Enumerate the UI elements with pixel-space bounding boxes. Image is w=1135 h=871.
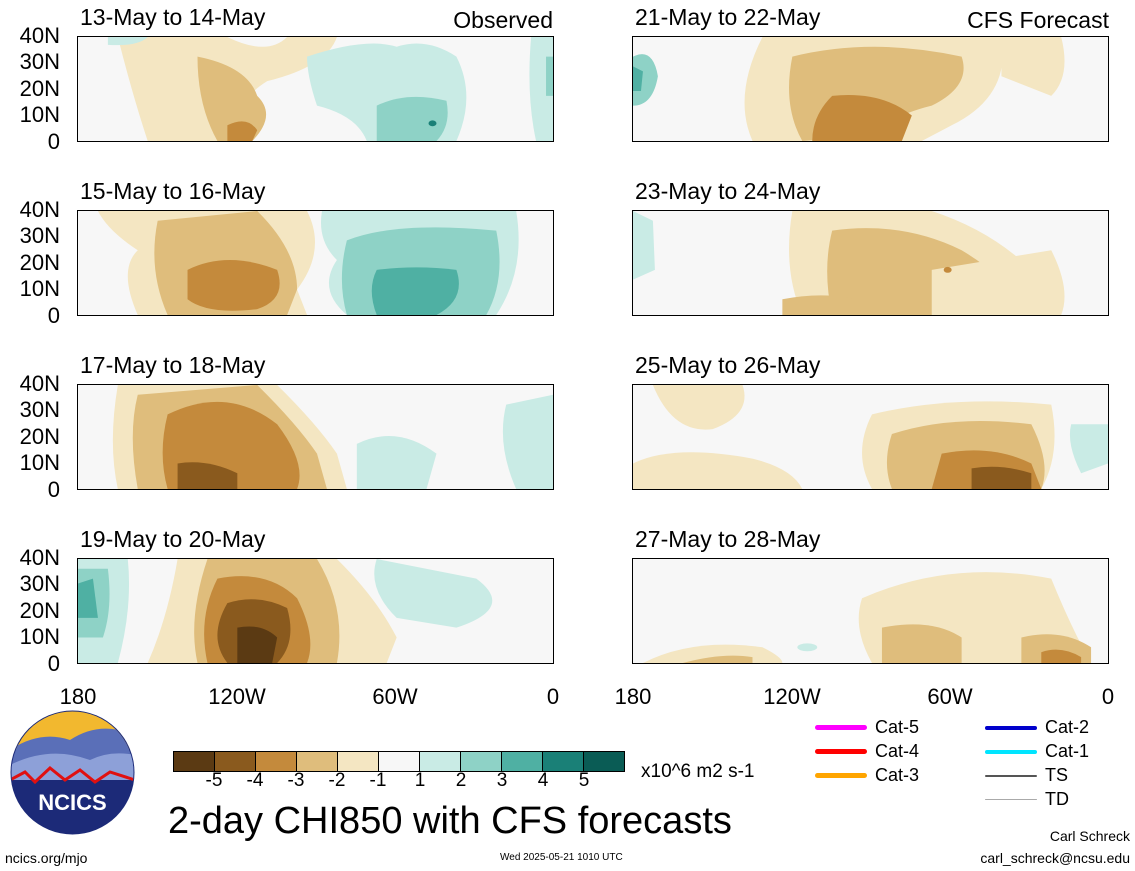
panel-title-7: 25-May to 26-May [635, 352, 821, 378]
legend-cat-3: Cat-3 [815, 765, 919, 786]
legend-line [985, 725, 1037, 730]
map-panel-2 [77, 210, 554, 316]
legend-line [985, 749, 1037, 754]
lon-label: 60W [927, 684, 973, 709]
colorbar-label: -4 [246, 770, 264, 791]
lat-label: 20N [19, 250, 60, 275]
colorbar-label: -2 [328, 770, 346, 791]
legend-label: Cat-1 [1045, 741, 1090, 761]
main-title: 2-day CHI850 with CFS forecasts [168, 800, 732, 842]
logo-text: NCICS [38, 790, 106, 815]
panel-title-2: 15-May to 16-May [80, 178, 266, 204]
footer-timestamp: Wed 2025-05-21 1010 UTC [500, 852, 623, 863]
colorbar-swatch [256, 752, 297, 771]
lon-label: 0 [546, 684, 560, 709]
colorbar-units: x10^6 m2 s-1 [641, 761, 755, 782]
lon-label: 180 [614, 684, 652, 709]
panel-title-6: 23-May to 24-May [635, 178, 821, 204]
panel-title-1: 13-May to 14-May [80, 4, 266, 30]
colorbar-label: 2 [455, 770, 467, 791]
colorbar-label: 3 [496, 770, 508, 791]
colorbar-swatch [420, 752, 461, 771]
panel-title-8: 27-May to 28-May [635, 526, 821, 552]
lat-label: 40N [19, 197, 60, 222]
colorbar-swatch [297, 752, 338, 771]
lon-label: 120W [763, 684, 821, 709]
map-panel-8 [632, 558, 1109, 664]
ncics-logo: NCICS [10, 710, 135, 835]
map-panel-1 [77, 36, 554, 142]
colorbar-swatch [174, 752, 215, 771]
lat-label: 0 [47, 129, 60, 154]
lon-label: 60W [372, 684, 418, 709]
lat-label: 40N [19, 23, 60, 48]
map-panel-3 [77, 384, 554, 490]
legend-cat-1: Cat-1 [985, 741, 1089, 762]
colorbar-label: -1 [369, 770, 387, 791]
legend-ts: TS [985, 765, 1068, 786]
colorbar-swatch [502, 752, 543, 771]
observed-label: Observed [453, 7, 553, 33]
panel-title-3: 17-May to 18-May [80, 352, 266, 378]
legend-cat-2: Cat-2 [985, 717, 1089, 738]
legend-label: Cat-5 [875, 717, 920, 737]
lat-label: 20N [19, 598, 60, 623]
legend-label: TS [1045, 765, 1069, 785]
lat-label: 30N [19, 223, 60, 248]
map-panel-4 [77, 558, 554, 664]
legend-line [985, 774, 1037, 777]
colorbar-swatch [379, 752, 420, 771]
lat-label: 30N [19, 397, 60, 422]
footer-email: carl_schreck@ncsu.edu [980, 850, 1130, 866]
legend-line [985, 799, 1037, 800]
colorbar-swatch [543, 752, 584, 771]
lat-label: 0 [47, 303, 60, 328]
map-panel-5 [632, 36, 1109, 142]
lat-label: 40N [19, 545, 60, 570]
lat-label: 20N [19, 76, 60, 101]
map-panel-6 [632, 210, 1109, 316]
colorbar [173, 751, 625, 772]
lon-label: 120W [208, 684, 266, 709]
legend-label: Cat-2 [1045, 717, 1090, 737]
legend-label: Cat-4 [875, 741, 920, 761]
colorbar-label: -5 [205, 770, 223, 791]
panel-title-5: 21-May to 22-May [635, 4, 821, 30]
legend-line [815, 773, 867, 778]
lat-label: 10N [19, 624, 60, 649]
legend-label: TD [1045, 789, 1069, 809]
panel-title-4: 19-May to 20-May [80, 526, 266, 552]
colorbar-label: 5 [578, 770, 590, 791]
lat-label: 40N [19, 371, 60, 396]
colorbar-swatch [215, 752, 256, 771]
legend-line [815, 749, 867, 754]
lat-label: 10N [19, 450, 60, 475]
footer-url[interactable]: ncics.org/mjo [5, 850, 88, 866]
colorbar-label: 1 [414, 770, 426, 791]
legend-cat-5: Cat-5 [815, 717, 919, 738]
lat-label: 10N [19, 276, 60, 301]
legend-label: Cat-3 [875, 765, 920, 785]
lat-label: 0 [47, 477, 60, 502]
colorbar-swatch [584, 752, 624, 771]
lon-label: 180 [59, 684, 97, 709]
footer-author: Carl Schreck [1049, 828, 1130, 844]
lat-label: 0 [47, 651, 60, 676]
colorbar-swatch [338, 752, 379, 771]
lat-label: 10N [19, 102, 60, 127]
cfs-forecast-label: CFS Forecast [967, 7, 1109, 33]
legend-td: TD [985, 789, 1069, 810]
legend-line [815, 725, 867, 730]
lon-label: 0 [1101, 684, 1115, 709]
map-panel-7 [632, 384, 1109, 490]
lat-label: 20N [19, 424, 60, 449]
colorbar-swatch [461, 752, 502, 771]
colorbar-label: -3 [287, 770, 305, 791]
lat-label: 30N [19, 49, 60, 74]
colorbar-label: 4 [537, 770, 549, 791]
legend-cat-4: Cat-4 [815, 741, 919, 762]
lat-label: 30N [19, 571, 60, 596]
